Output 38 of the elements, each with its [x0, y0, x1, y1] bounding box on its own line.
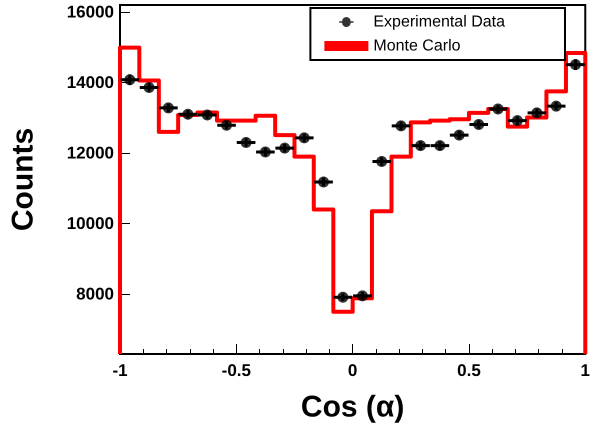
x-tick-label: 0	[348, 361, 358, 380]
y-tick-label: 12000	[66, 144, 114, 163]
y-tick-label: 10000	[66, 214, 114, 234]
point	[144, 82, 155, 93]
point	[337, 292, 348, 303]
point	[356, 290, 368, 302]
point	[550, 100, 562, 112]
point	[531, 107, 542, 118]
legend-label: Experimental Data	[373, 14, 506, 30]
point	[260, 146, 271, 158]
point	[415, 140, 426, 152]
point	[298, 132, 310, 144]
x-tick-label: -1	[112, 361, 128, 380]
point	[570, 59, 581, 70]
x-tick-label: 1	[580, 361, 590, 380]
point	[240, 136, 252, 148]
y-axis-title: Counts	[6, 128, 40, 232]
point	[473, 119, 484, 130]
point	[162, 102, 174, 114]
point	[182, 108, 194, 120]
point	[512, 115, 523, 126]
point	[376, 156, 388, 168]
x-tick-label: 0.5	[457, 361, 481, 380]
point	[202, 109, 213, 120]
y-tick-label: 14000	[66, 73, 114, 92]
x-tick-label: -0.5	[222, 361, 251, 380]
y-tick-label: 16000	[66, 2, 114, 22]
point	[396, 120, 407, 132]
point	[124, 74, 136, 86]
y-tick-label: 8000	[76, 284, 114, 304]
point	[434, 140, 446, 152]
point	[221, 120, 232, 131]
point	[492, 103, 504, 114]
point	[318, 176, 330, 188]
point	[454, 130, 465, 141]
x-axis-title: Cos (α)	[300, 390, 404, 424]
legend-label: Monte Carlo	[373, 38, 461, 54]
point	[279, 142, 290, 154]
